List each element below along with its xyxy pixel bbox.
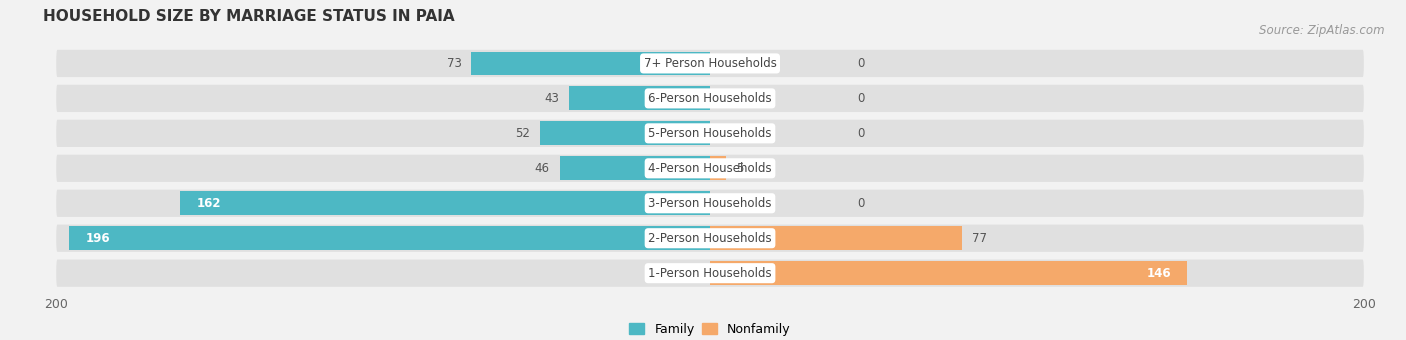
Text: 0: 0 [858,92,865,105]
Text: Source: ZipAtlas.com: Source: ZipAtlas.com [1260,24,1385,37]
Bar [569,86,710,110]
Text: 5-Person Households: 5-Person Households [648,127,772,140]
Text: 2-Person Households: 2-Person Households [648,232,772,245]
FancyBboxPatch shape [56,259,1364,287]
Bar [710,156,727,180]
Text: 162: 162 [197,197,221,210]
Bar [180,191,710,215]
Bar [540,121,710,145]
FancyBboxPatch shape [56,155,1364,182]
Text: 52: 52 [516,127,530,140]
Text: 73: 73 [447,57,461,70]
Legend: Family, Nonfamily: Family, Nonfamily [624,318,796,340]
Text: 1-Person Households: 1-Person Households [648,267,772,280]
Text: 43: 43 [544,92,560,105]
Text: 3-Person Households: 3-Person Households [648,197,772,210]
Bar [69,226,710,250]
Bar [710,261,1187,285]
Text: HOUSEHOLD SIZE BY MARRIAGE STATUS IN PAIA: HOUSEHOLD SIZE BY MARRIAGE STATUS IN PAI… [44,9,454,24]
FancyBboxPatch shape [56,50,1364,77]
Text: 196: 196 [86,232,110,245]
Text: 77: 77 [972,232,987,245]
Text: 46: 46 [534,162,550,175]
Bar [710,226,962,250]
Bar [560,156,710,180]
Text: 0: 0 [858,57,865,70]
Text: 146: 146 [1146,267,1171,280]
FancyBboxPatch shape [56,225,1364,252]
Text: 6-Person Households: 6-Person Households [648,92,772,105]
Text: 7+ Person Households: 7+ Person Households [644,57,776,70]
Text: 0: 0 [858,127,865,140]
Text: 4-Person Households: 4-Person Households [648,162,772,175]
FancyBboxPatch shape [56,190,1364,217]
Text: 0: 0 [858,197,865,210]
FancyBboxPatch shape [56,120,1364,147]
Bar [471,52,710,75]
Text: 5: 5 [737,162,744,175]
FancyBboxPatch shape [56,85,1364,112]
